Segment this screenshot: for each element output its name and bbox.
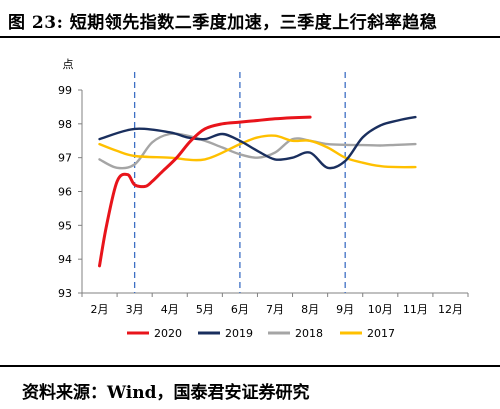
- figure-title: 图 23: 短期领先指数二季度加速，三季度上行斜率趋稳: [8, 13, 438, 33]
- x-tick-label: 12月: [438, 303, 463, 316]
- legend-label: 2018: [295, 327, 323, 340]
- y-tick-label: 95: [58, 219, 72, 232]
- y-axis-unit: 点: [63, 58, 74, 71]
- x-tick-label: 6月: [231, 303, 249, 316]
- x-tick-label: 7月: [266, 303, 284, 316]
- x-tick-label: 5月: [196, 303, 214, 316]
- x-tick-label: 10月: [368, 303, 393, 316]
- y-tick-label: 99: [58, 84, 72, 97]
- series-line-2019: [98, 115, 417, 170]
- y-tick-label: 96: [58, 186, 72, 199]
- y-tick-label: 93: [58, 287, 72, 300]
- chart-legend: 2020 2019 2018 2017: [127, 327, 395, 340]
- x-tick-label: 9月: [336, 303, 354, 316]
- x-tick-label: 2月: [91, 303, 109, 316]
- chart-axes: 93 94 95 96 97 98 99 点 2月 3月 4月 5月 6月 7月 8月 9月 10月 11月 12月: [58, 58, 469, 316]
- quarter-markers: [133, 72, 346, 293]
- x-tick-label: 4月: [161, 303, 179, 316]
- legend-label: 2019: [225, 327, 253, 340]
- source-rule: [0, 365, 500, 367]
- y-tick-label: 97: [58, 152, 72, 165]
- legend-label: 2017: [367, 327, 395, 340]
- series-line-2020: [98, 115, 312, 268]
- x-tick-label: 3月: [126, 303, 144, 316]
- series-lines: [98, 115, 417, 268]
- x-tick-label: 8月: [301, 303, 319, 316]
- series-line-2018: [98, 132, 417, 170]
- y-tick-label: 98: [58, 118, 72, 131]
- source-note: 资料来源：Wind，国泰君安证券研究: [22, 383, 310, 403]
- title-rule: [0, 36, 500, 38]
- y-tick-label: 94: [58, 253, 72, 266]
- x-tick-label: 11月: [403, 303, 428, 316]
- series-line-2017: [98, 134, 417, 169]
- line-chart: 93 94 95 96 97 98 99 点 2月 3月 4月 5月 6月 7月 8月 9月 10月 11月 12月…: [58, 58, 469, 340]
- legend-label: 2020: [154, 327, 182, 340]
